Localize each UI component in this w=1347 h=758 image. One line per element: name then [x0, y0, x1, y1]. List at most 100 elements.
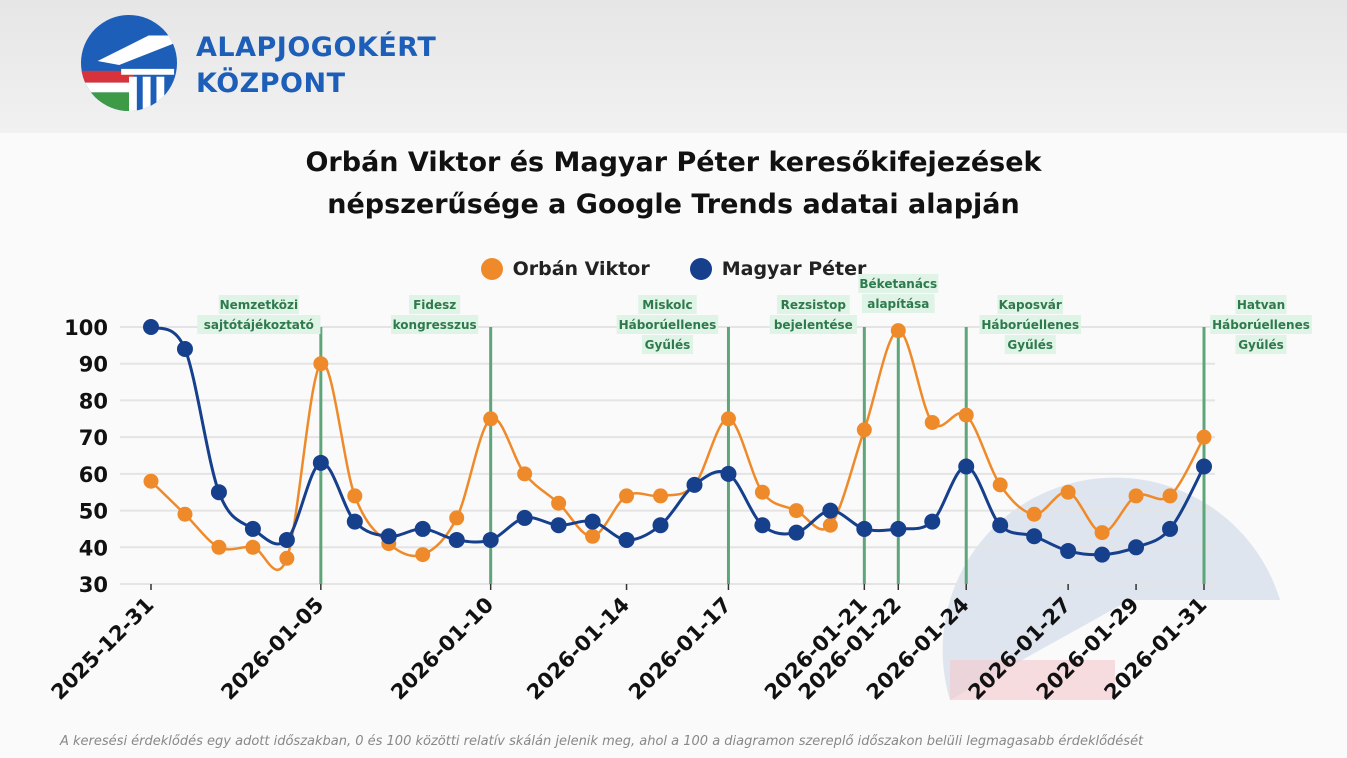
y-tick-label: 40	[79, 536, 108, 560]
event-label-bg	[218, 295, 299, 314]
event-label-bg	[409, 295, 461, 314]
event-label: Rezsistop	[781, 298, 847, 312]
event-label-bg	[1210, 315, 1312, 334]
event-label: bejelentése	[774, 318, 853, 332]
data-point-magyar	[754, 517, 771, 534]
event-label-bg	[979, 315, 1082, 334]
data-point-orban	[720, 411, 736, 427]
data-point-magyar	[822, 502, 839, 519]
event-label-bg	[1235, 335, 1287, 354]
data-point-orban	[1094, 525, 1110, 541]
data-point-orban	[1060, 484, 1076, 500]
event-label-bg	[197, 315, 321, 334]
y-tick-label: 100	[64, 316, 108, 340]
data-point-magyar	[652, 517, 669, 534]
data-point-magyar	[516, 509, 533, 526]
data-point-orban	[313, 356, 329, 372]
event-label-bg	[638, 295, 697, 314]
data-point-orban	[653, 488, 669, 504]
event-label-bg	[391, 315, 479, 334]
data-point-magyar	[448, 531, 465, 548]
data-point-magyar	[143, 319, 159, 335]
data-point-magyar	[686, 476, 703, 493]
data-point-magyar	[244, 520, 261, 537]
data-point-magyar	[924, 513, 941, 530]
event-label: alapítása	[867, 297, 929, 311]
data-point-orban	[483, 411, 499, 427]
data-point-magyar	[1060, 542, 1077, 559]
data-point-orban	[245, 539, 261, 555]
event-label-bg	[641, 335, 694, 354]
data-point-orban	[1162, 488, 1178, 504]
event-label: Kaposvár	[999, 298, 1062, 312]
x-tick-label: 2026-01-14	[522, 593, 634, 705]
data-point-orban	[585, 528, 601, 544]
data-point-magyar	[482, 531, 499, 548]
y-tick-label: 50	[79, 500, 108, 524]
footnote: A keresési érdeklődés egy adott időszakb…	[60, 734, 1144, 749]
data-point-magyar	[1196, 458, 1212, 475]
data-point-magyar	[958, 458, 975, 475]
data-point-orban	[1128, 488, 1144, 504]
x-tick-label: 2026-01-17	[624, 593, 736, 705]
event-label-bg	[1004, 335, 1056, 354]
event-label: kongresszus	[393, 318, 477, 332]
header-band: ALAPJOGOKÉRT KÖZPONT	[0, 0, 1347, 133]
data-point-magyar	[1128, 539, 1145, 556]
legend-item-orban: Orbán Viktor	[480, 258, 650, 280]
y-tick-label: 60	[79, 463, 108, 487]
data-point-magyar	[618, 531, 635, 548]
data-point-orban	[754, 484, 770, 500]
event-label: Háborúellenes	[619, 318, 717, 332]
data-point-magyar	[380, 528, 397, 545]
chart-title: Orbán Viktor és Magyar Péter keresőkifej…	[0, 142, 1347, 226]
data-point-orban	[924, 414, 940, 430]
y-tick-label: 90	[79, 353, 108, 377]
event-label-bg	[769, 315, 857, 334]
event-label: Háborúellenes	[1212, 318, 1310, 332]
event-label: Gyűlés	[1007, 338, 1053, 352]
data-point-magyar	[1094, 546, 1111, 563]
x-tick-label: 2025-12-31	[47, 593, 159, 705]
y-tick-label: 70	[79, 426, 108, 450]
event-label-bg	[776, 295, 850, 314]
brand-line-1: ALAPJOGOKÉRT	[196, 32, 437, 63]
data-point-orban	[143, 473, 159, 489]
legend-label-magyar: Magyar Péter	[721, 258, 867, 280]
chart-title-line-1: Orbán Viktor és Magyar Péter keresőkifej…	[305, 147, 1042, 178]
data-point-orban	[992, 477, 1008, 493]
event-label: Háborúellenes	[981, 318, 1079, 332]
data-point-magyar	[346, 513, 363, 530]
legend-marker-magyar	[689, 258, 712, 280]
data-point-orban	[177, 506, 193, 522]
data-point-magyar	[278, 531, 295, 548]
data-point-magyar	[720, 465, 737, 482]
data-point-orban	[449, 510, 465, 526]
data-point-orban	[1196, 429, 1212, 445]
event-label: Hatvan	[1237, 298, 1285, 312]
brand-line-2: KÖZPONT	[196, 68, 346, 99]
data-point-magyar	[210, 484, 227, 501]
event-label-bg	[997, 295, 1064, 314]
event-label: sajtótájékoztató	[204, 318, 314, 332]
data-point-magyar	[856, 520, 873, 537]
data-point-orban	[517, 466, 533, 482]
legend-item-magyar: Magyar Péter	[689, 258, 867, 280]
data-point-orban	[1026, 506, 1042, 522]
event-label-bg	[861, 294, 935, 313]
y-tick-label: 80	[79, 389, 108, 413]
data-point-orban	[788, 503, 804, 519]
event-label-bg	[616, 315, 719, 334]
event-label: Nemzetközi	[220, 298, 299, 312]
data-point-orban	[890, 323, 906, 339]
alapjogokert-logo-icon	[80, 14, 178, 112]
chart-legend: Orbán Viktor Magyar Péter	[0, 258, 1347, 280]
watermark-stripe-icon	[950, 660, 1115, 700]
event-label: Gyűlés	[645, 338, 691, 352]
legend-marker-orban	[480, 258, 503, 280]
data-point-orban	[856, 422, 872, 438]
legend-label-orban: Orbán Viktor	[512, 258, 650, 280]
data-point-orban	[551, 495, 567, 511]
x-tick-label: 2026-01-05	[216, 593, 328, 705]
